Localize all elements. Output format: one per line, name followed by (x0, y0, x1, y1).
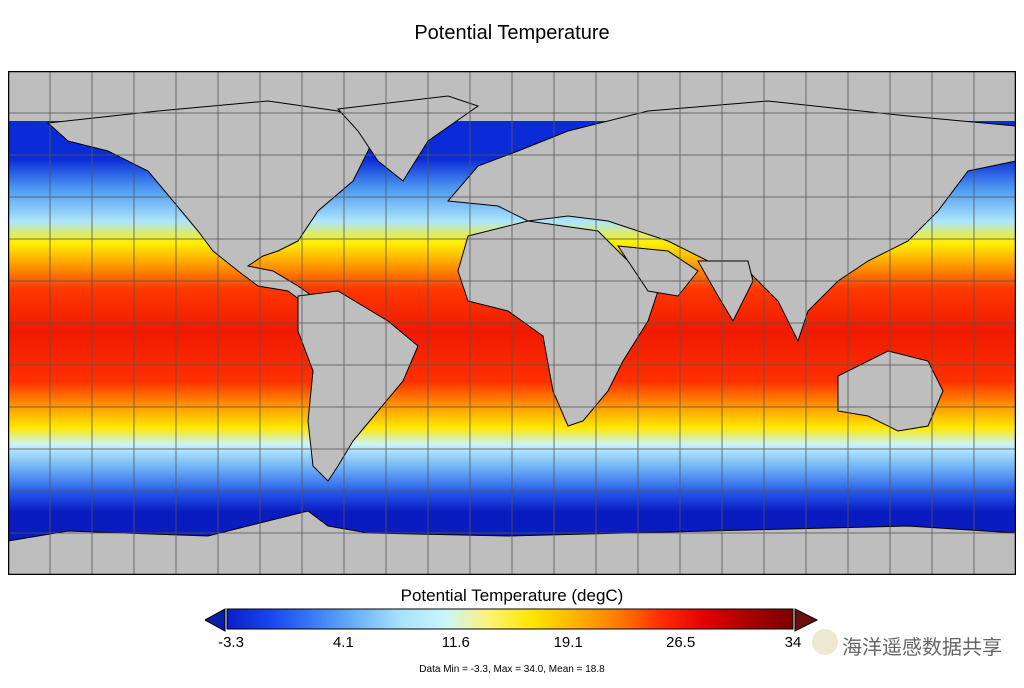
colorbar-min-arrow (205, 608, 226, 632)
watermark: 海洋遥感数据共享 (842, 637, 1002, 659)
colorbar-tick-label: -3.3 (218, 634, 244, 651)
land-india (697, 260, 754, 323)
colorbar-tick-label: 34 (784, 634, 802, 651)
colorbar-tick-label: 19.1 (553, 634, 583, 651)
land-south-america (297, 290, 419, 482)
data-statistics: Data Min = -3.3, Max = 34.0, Mean = 18.8 (419, 664, 605, 675)
colorbar-ramp (226, 608, 794, 630)
wechat-logo-icon (812, 629, 838, 655)
colorbar-tick-label: 11.6 (441, 634, 470, 651)
colorbar-title: Potential Temperature (degC) (400, 586, 624, 605)
colorbar-max-arrow (794, 608, 819, 632)
colorbar-tick-label: 4.1 (332, 634, 354, 651)
map-frame (8, 71, 1016, 575)
colorbar-tick-label: 26.5 (665, 634, 696, 651)
graticule (8, 71, 1016, 575)
chart-title: Potential Temperature (414, 22, 610, 44)
land-eurasia (446, 100, 1016, 343)
world-map (8, 71, 1016, 575)
colorbar (205, 608, 819, 632)
land-greenland (336, 95, 480, 182)
